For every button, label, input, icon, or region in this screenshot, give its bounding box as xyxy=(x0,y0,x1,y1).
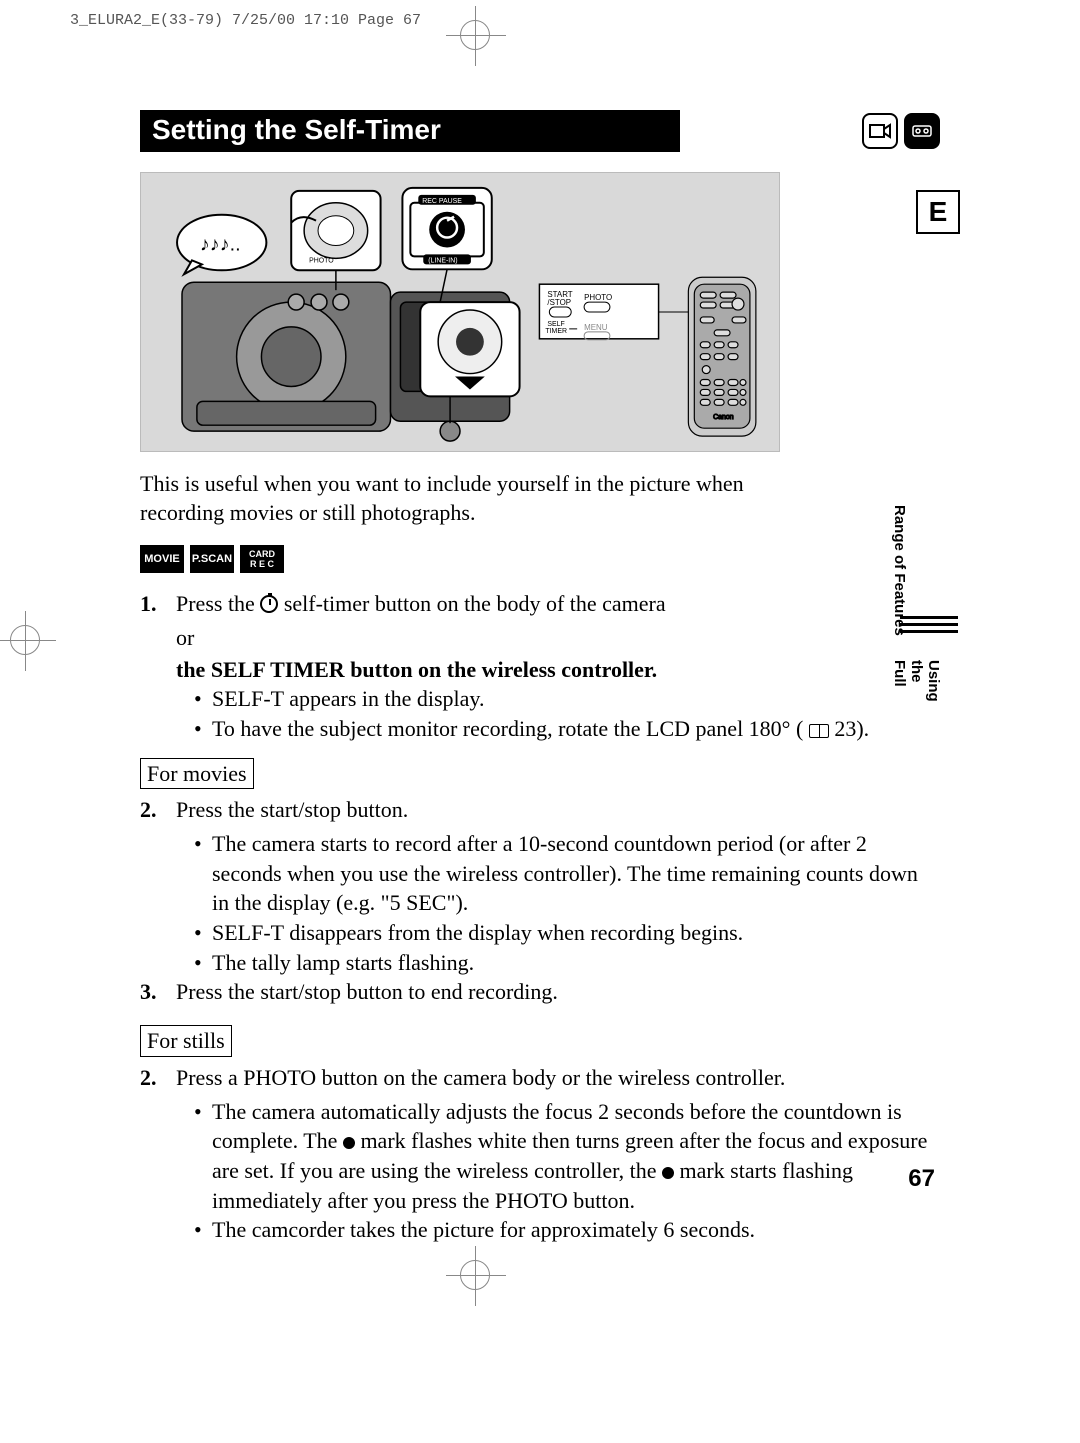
illus-menu: MENU xyxy=(584,323,608,332)
step-1-bullet-1: SELF-T appears in the display. xyxy=(194,684,940,714)
svg-text:/STOP: /STOP xyxy=(547,298,571,307)
page-ref-icon xyxy=(809,724,829,738)
step-1-body: Press the self-timer button on the body … xyxy=(176,589,940,619)
step-2m-body: Press the start/stop button. xyxy=(176,795,940,825)
illustration: ♪♪♪.. PHOTO xyxy=(140,172,780,452)
chip-movie: MOVIE xyxy=(140,545,184,573)
step-1-text-a: Press the xyxy=(176,591,260,616)
record-dot-icon-2 xyxy=(662,1167,674,1179)
step-3m-num: 3. xyxy=(140,977,166,1007)
chip-pscan: P.SCAN xyxy=(190,545,234,573)
step-1: 1. Press the self-timer button on the bo… xyxy=(140,589,940,619)
step-1-or: or xyxy=(176,623,940,653)
self-timer-icon xyxy=(260,595,278,613)
step-2s-body: Press a PHOTO button on the camera body … xyxy=(176,1063,940,1093)
for-movies-label: For movies xyxy=(140,758,254,790)
step-2m-bullets: The camera starts to record after a 10-s… xyxy=(194,829,940,977)
print-header: 3_ELURA2_E(33-79) 7/25/00 17:10 Page 67 xyxy=(70,12,421,29)
page-number: 67 xyxy=(908,1165,935,1193)
illus-photo-dial: PHOTO xyxy=(309,257,334,264)
svg-text:SELF: SELF xyxy=(547,321,564,328)
step-1-bullet-2b: 23). xyxy=(834,716,869,741)
step-2s-bullet-2: The camcorder takes the picture for appr… xyxy=(194,1215,940,1245)
step-2m-bullet-3: The tally lamp starts flashing. xyxy=(194,948,940,978)
step-2-movies: 2. Press the start/stop button. xyxy=(140,795,940,825)
step-2m-bullet-1: The camera starts to record after a 10-s… xyxy=(194,829,940,918)
step-2m-bullet-2: SELF-T disappears from the display when … xyxy=(194,918,940,948)
svg-text:TIMER: TIMER xyxy=(545,328,567,335)
step-1-bullets: SELF-T appears in the display. To have t… xyxy=(194,684,940,743)
illustration-svg: ♪♪♪.. PHOTO xyxy=(141,173,779,451)
illus-rec-pause: REC PAUSE xyxy=(422,198,462,205)
step-1-num: 1. xyxy=(140,589,166,619)
page-content: Setting the Self-Timer ♪♪♪.. xyxy=(140,110,940,1245)
step-2s-bullet-1: The camera automatically adjusts the foc… xyxy=(194,1097,940,1216)
crop-mark-top xyxy=(460,20,490,55)
chip-card-bot: R E C xyxy=(250,560,274,569)
step-2-stills: 2. Press a PHOTO button on the camera bo… xyxy=(140,1063,940,1093)
title-bar: Setting the Self-Timer xyxy=(140,110,940,152)
camera-mode-icon xyxy=(862,113,898,149)
step-3m-body: Press the start/stop button to end recor… xyxy=(176,977,940,1007)
chip-card-top: CARD xyxy=(249,550,275,559)
svg-text:Canon: Canon xyxy=(713,414,734,421)
title-mode-icons xyxy=(862,113,940,149)
page-title: Setting the Self-Timer xyxy=(140,110,680,152)
svg-text:♪♪♪..: ♪♪♪.. xyxy=(200,233,241,255)
chip-card: CARD R E C xyxy=(240,545,284,573)
step-3-movies: 3. Press the start/stop button to end re… xyxy=(140,977,940,1007)
crop-mark-bottom xyxy=(460,1260,490,1295)
illus-photo: PHOTO xyxy=(584,293,612,302)
mode-chips: MOVIE P.SCAN CARD R E C xyxy=(140,545,940,573)
crop-mark-left xyxy=(10,625,40,660)
step-2s-bullets: The camera automatically adjusts the foc… xyxy=(194,1097,940,1245)
intro-text: This is useful when you want to include … xyxy=(140,470,800,527)
for-stills-label: For stills xyxy=(140,1025,232,1057)
step-1-text-b: self-timer button on the body of the cam… xyxy=(284,591,666,616)
steps: 1. Press the self-timer button on the bo… xyxy=(140,589,940,1245)
step-2s-num: 2. xyxy=(140,1063,166,1093)
step-1-bullet-2: To have the subject monitor recording, r… xyxy=(194,714,940,744)
illus-line-in: (LINE-IN) xyxy=(428,257,457,264)
record-dot-icon xyxy=(343,1137,355,1149)
step-2m-num: 2. xyxy=(140,795,166,825)
tape-mode-icon xyxy=(904,113,940,149)
step-1-line2: the SELF TIMER button on the wireless co… xyxy=(176,655,940,685)
step-1-bullet-2a: To have the subject monitor recording, r… xyxy=(212,716,809,741)
